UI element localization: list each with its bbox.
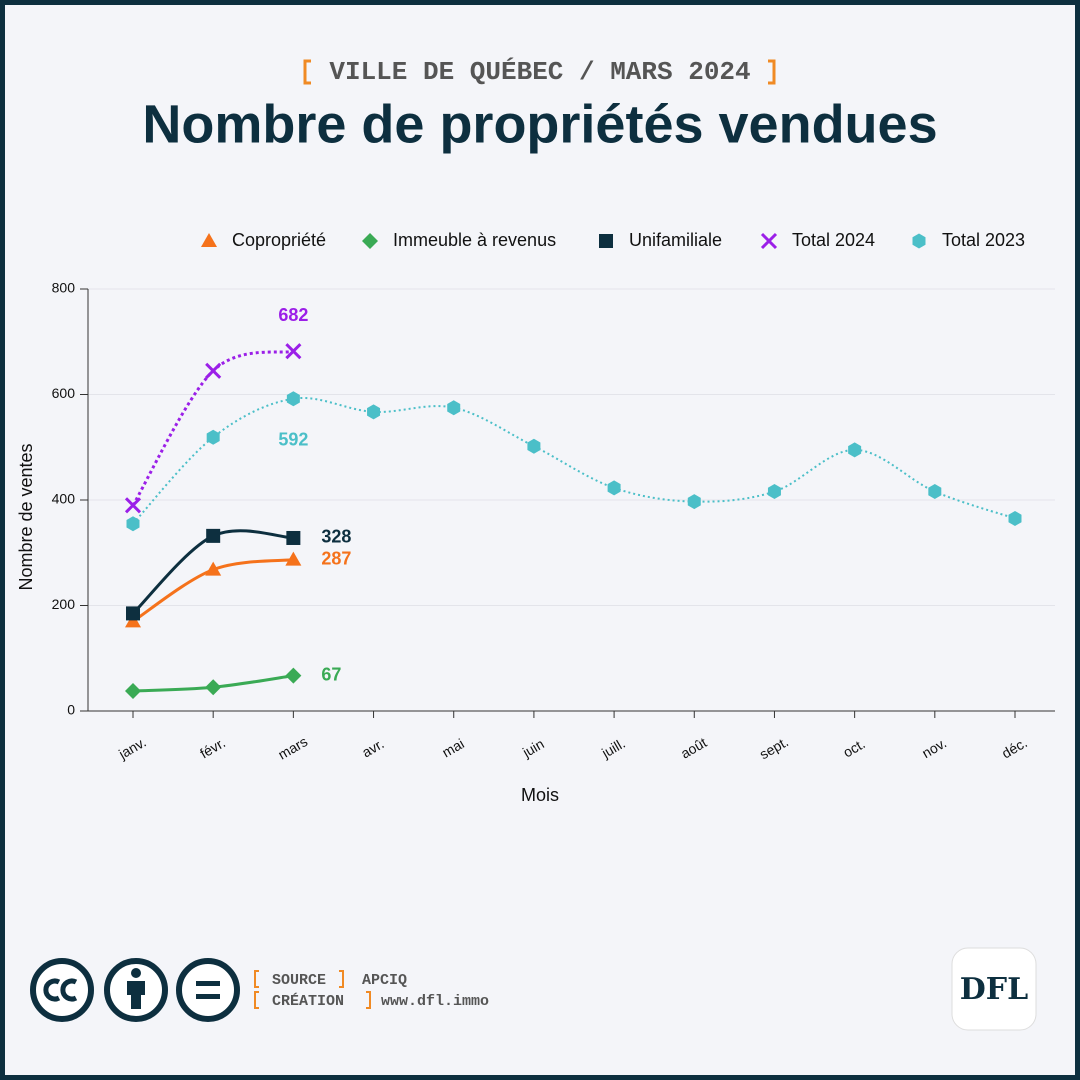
series: 592 <box>126 391 1022 532</box>
marker <box>285 551 302 566</box>
marker <box>205 561 222 576</box>
by-body <box>127 981 145 1009</box>
data-label: 67 <box>321 664 341 684</box>
series: 67 <box>125 664 341 699</box>
bracket <box>303 59 311 85</box>
creation-label: CRÉATION <box>272 992 344 1010</box>
marker <box>848 442 862 458</box>
marker <box>912 233 926 249</box>
legend-item: Copropriété <box>201 230 326 250</box>
source: APCIQ <box>362 972 407 989</box>
marker <box>767 484 781 500</box>
x-axis-title: Mois <box>521 785 559 805</box>
marker <box>126 516 140 532</box>
marker <box>201 233 217 247</box>
marker <box>125 682 141 699</box>
marker <box>206 528 221 543</box>
by-head <box>131 968 141 978</box>
data-label: 592 <box>278 429 308 449</box>
legend-item: Unifamiliale <box>599 230 722 250</box>
marker <box>687 494 701 510</box>
y-tick-label: 400 <box>52 491 76 507</box>
series: 287 <box>125 548 351 628</box>
marker <box>286 530 301 545</box>
marker <box>447 400 461 416</box>
nd-bar <box>196 994 220 999</box>
logo-box <box>951 947 1037 1031</box>
subtitle: VILLE DE QUÉBEC / MARS 2024 <box>329 57 750 87</box>
legend-item: Immeuble à revenus <box>362 230 556 250</box>
marker <box>286 391 300 407</box>
bracket <box>366 991 371 1009</box>
marker <box>124 497 142 514</box>
marker <box>527 438 541 454</box>
marker <box>760 232 778 250</box>
creation: www.dfl.immo <box>381 993 489 1010</box>
legend-label: Copropriété <box>232 230 326 250</box>
y-tick-label: 800 <box>52 280 76 296</box>
marker <box>285 343 302 360</box>
bracket <box>339 970 344 988</box>
y-tick-label: 600 <box>52 385 76 401</box>
title: Nombre de propriétés vendues <box>142 94 937 154</box>
cc-glyph <box>43 978 78 1002</box>
y-tick-label: 200 <box>52 596 76 612</box>
y-axis-title: Nombre de ventes <box>16 443 36 590</box>
marker <box>362 233 378 249</box>
series: 682 <box>124 305 308 514</box>
bracket <box>254 991 259 1009</box>
legend-label: Total 2024 <box>792 230 875 250</box>
legend-item: Total 2023 <box>912 230 1025 250</box>
data-label: 328 <box>321 527 351 547</box>
nd-bar <box>196 981 220 986</box>
line <box>132 397 1016 525</box>
bracket <box>768 59 776 85</box>
y-tick-label: 0 <box>67 702 75 718</box>
marker <box>206 429 220 445</box>
source-label: SOURCE <box>272 972 326 989</box>
marker <box>599 234 613 248</box>
logo: DFL <box>960 972 1028 1007</box>
license-icons <box>30 958 240 1022</box>
marker <box>1008 510 1022 526</box>
legend-item: Total 2024 <box>760 230 875 250</box>
subtitle-group: VILLE DE QUÉBEC / MARS 2024 <box>303 57 776 87</box>
legend-label: Immeuble à revenus <box>393 230 556 250</box>
marker <box>928 484 942 500</box>
marker <box>205 679 222 696</box>
credits: SOURCE APCIQ CRÉATION www.dfl.immo <box>255 971 489 1010</box>
legend-label: Unifamiliale <box>629 230 722 250</box>
nd-icon <box>176 958 240 1022</box>
marker <box>285 667 302 684</box>
marker <box>205 362 222 379</box>
series: 328 <box>126 527 351 621</box>
marker <box>367 404 381 420</box>
legend-label: Total 2023 <box>942 230 1025 250</box>
data-label: 682 <box>278 305 308 325</box>
data-label: 287 <box>321 548 351 568</box>
marker <box>607 480 621 496</box>
marker <box>126 606 140 621</box>
